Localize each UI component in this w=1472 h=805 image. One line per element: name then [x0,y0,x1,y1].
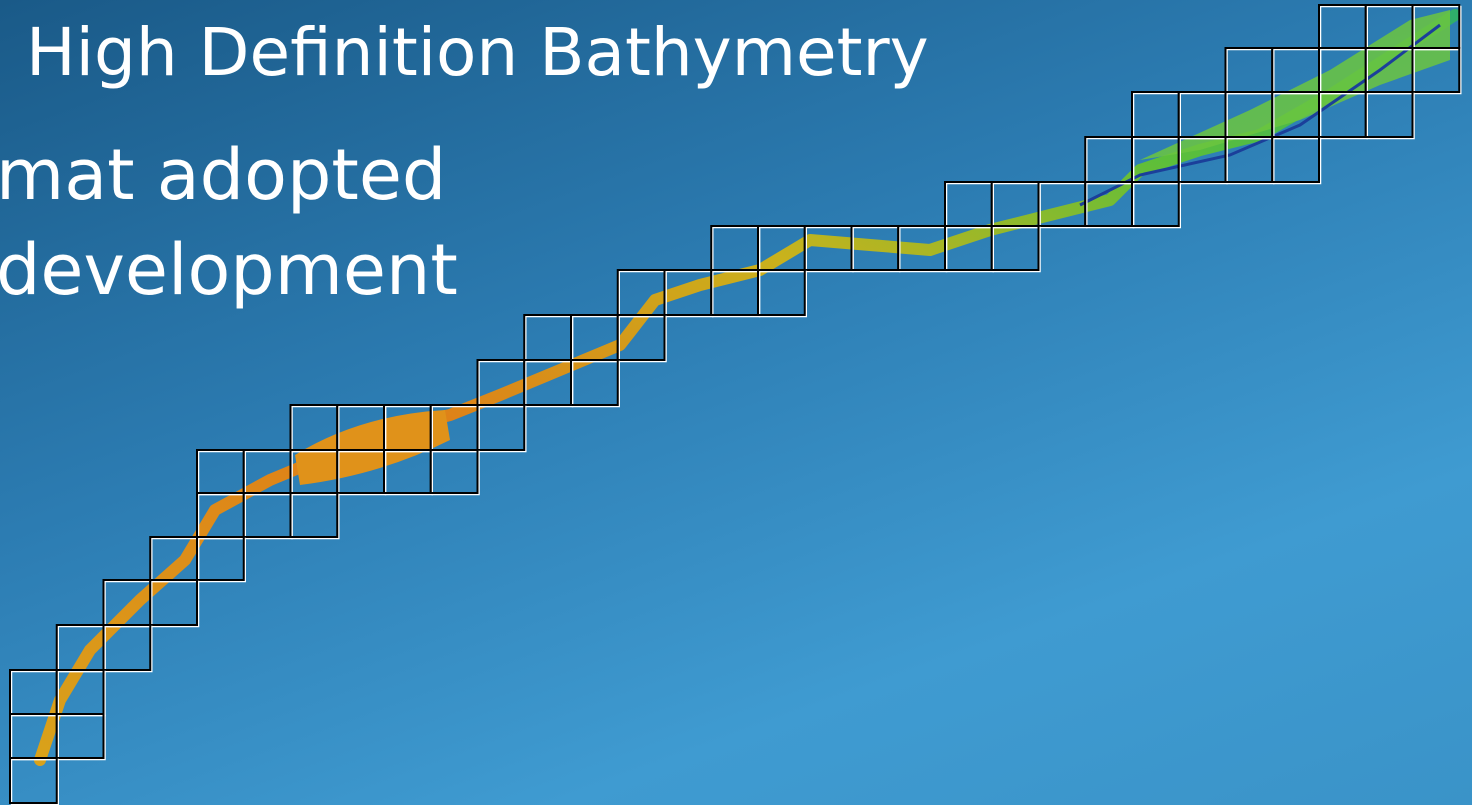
slide: High Definition Bathymetry mat adopted d… [0,0,1472,805]
tile-shadow [245,495,292,539]
tile-shadow [993,228,1040,272]
river-surface [40,10,1455,760]
bathymetry-map [0,0,1472,805]
page: Slide {"slide": {"title": "High Definiti… [0,0,1472,805]
tile [197,450,244,493]
tile-shadow [760,272,807,317]
tile [197,537,244,580]
tile [1272,137,1319,182]
tile [524,315,571,360]
tile [10,670,57,714]
tile-shadow [1134,184,1181,228]
tile [1226,48,1273,92]
tile [1085,137,1132,182]
tile [1132,182,1179,226]
tile-shadow [12,760,59,805]
body-text: development [0,235,458,305]
tile [945,182,992,226]
tile [10,758,57,803]
tile-shadow [479,407,526,452]
tile [478,405,525,450]
tile-shadow [1274,139,1321,184]
tile-shadow [1227,50,1274,94]
tile [291,493,338,537]
tile-shadow [199,452,246,495]
tile-shadow [806,228,853,272]
tile [758,270,805,315]
tile [1319,5,1366,48]
tile [431,450,478,493]
tile-shadow [432,452,479,495]
tile [1366,92,1413,137]
tile [244,493,291,537]
body: High Definition Bathymetry mat adopted d… [0,0,1472,805]
tile-shadow [199,539,246,582]
tile [711,226,758,270]
tile-shadow [1321,7,1368,50]
river-basin [295,410,450,485]
tile-shadow [1134,94,1181,139]
tile [1132,92,1179,137]
tile-shadow [58,716,105,760]
tile-shadow [947,184,994,228]
body-text: mat adopted [0,140,446,210]
tile-shadow [713,228,760,272]
tile [57,714,104,758]
tile-shadow [292,495,339,539]
tile-shadow [1367,94,1414,139]
slide-title: High Definition Bathymetry [26,20,929,86]
tile-shadow [526,317,573,362]
